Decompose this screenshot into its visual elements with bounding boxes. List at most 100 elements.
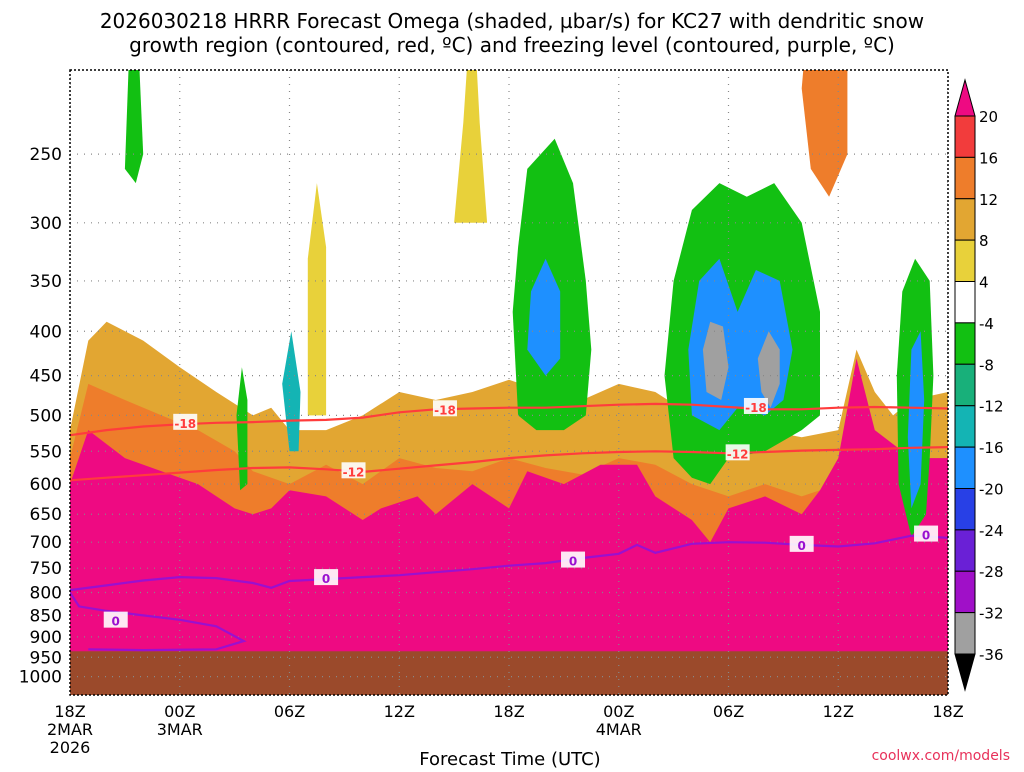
contour-label-text: 0 (569, 555, 577, 569)
x-tick-label: 06Z (713, 702, 744, 721)
omega-region-5 (307, 183, 327, 416)
colorbar-label: 20 (979, 108, 998, 126)
colorbar-bin-5 (954, 281, 976, 324)
contour-label-text: 0 (112, 615, 120, 629)
contour-label-4: -12 (725, 444, 750, 461)
chart-title-line2: growth region (contoured, red, ºC) and f… (129, 33, 895, 57)
y-tick-label: 300 (30, 214, 62, 234)
contour-label-2: -18 (743, 397, 768, 415)
colorbar-label: -36 (979, 646, 1004, 664)
plot-body: -18 -18 -18 -12 -12 0 0 0 0 0 (70, 70, 948, 695)
ground (70, 651, 948, 695)
colorbar-label: -8 (979, 356, 994, 374)
omega-region-2 (70, 358, 948, 654)
contour-label-text: 0 (322, 572, 330, 586)
x-tick-sublabel: 2MAR (47, 720, 93, 739)
colorbar: 20 16 12 8 4 -4 -8 -12 -16 -20 -24 -28 -32 -36 (954, 78, 1004, 692)
y-tick-label: 550 (30, 442, 62, 462)
colorbar-label: 4 (979, 274, 989, 292)
contour-label-bg (914, 525, 939, 542)
contour-label-text: -18 (174, 417, 196, 431)
contour-label-text: -12 (343, 465, 365, 479)
watermark: coolwx.com/models (872, 748, 1010, 764)
contour-label-text: 0 (797, 539, 805, 553)
x-tick-label: 00Z (164, 702, 195, 721)
y-tick-label: 400 (30, 322, 62, 342)
y-tick-label: 250 (30, 145, 62, 165)
y-axis: 2503003504004505005506006507007508008509… (19, 145, 62, 688)
colorbar-bin-13 (954, 612, 976, 655)
y-tick-label: 600 (30, 475, 62, 495)
x-tick-06Z: 06Z (274, 702, 305, 721)
colorbar-label: -12 (979, 398, 1004, 416)
x-tick-label: 18Z (54, 702, 85, 721)
y-tick-label: 700 (30, 533, 62, 553)
colorbar-bin-2 (954, 156, 976, 200)
x-axis-label: Forecast Time (UTC) (419, 749, 600, 768)
y-tick-label: 900 (30, 628, 62, 648)
x-tick-label: 18Z (932, 702, 963, 721)
omega-region-11 (757, 331, 780, 408)
colorbar-bin-6 (954, 322, 976, 365)
omega-region-15 (236, 367, 248, 491)
omega-region-4 (801, 70, 848, 197)
colorbar-label: -28 (979, 563, 1004, 581)
contour-label-0: -18 (173, 413, 198, 431)
omega-region-10 (702, 321, 729, 400)
contour-label-7: 0 (561, 551, 586, 569)
colorbar-label: -32 (979, 605, 1004, 623)
x-tick-12Z: 12Z (384, 702, 415, 721)
x-tick-label: 06Z (274, 702, 305, 721)
contour-freezing_0_low (70, 591, 247, 652)
contour-dgz_minus12 (70, 446, 948, 482)
x-tick-18Z: 18Z (932, 702, 963, 721)
contour-label-bg (725, 444, 750, 461)
contour-label-bg (432, 400, 457, 417)
omega-region-14 (124, 70, 144, 184)
x-tick-12Z: 12Z (823, 702, 854, 721)
contour-label-6: 0 (314, 569, 339, 586)
contour-label-3: -12 (341, 462, 366, 479)
contour-label-bg (314, 569, 339, 586)
y-tick-label: 350 (30, 272, 62, 292)
contour-label-text: -12 (727, 447, 749, 461)
y-tick-label: 950 (30, 648, 62, 668)
colorbar-label: -16 (979, 439, 1004, 457)
colorbar-label: 8 (979, 232, 989, 250)
colorbar-bin-9 (954, 446, 976, 489)
contour-label-bg (561, 551, 586, 568)
colorbar-label: -4 (979, 315, 994, 333)
colorbar-bin-4 (954, 239, 976, 283)
colorbar-bin-8 (954, 405, 976, 448)
contour-freezing_0 (70, 534, 948, 592)
y-tick-label: 850 (30, 606, 62, 626)
x-tick-18Z: 18Z (493, 702, 524, 721)
colorbar-label: -20 (979, 480, 1004, 498)
contour-label-bg (173, 413, 198, 430)
colorbar-bin-1 (954, 115, 976, 158)
contour-label-9: 0 (914, 525, 939, 543)
x-tick-sublabel: 4MAR (596, 720, 642, 739)
contour-label-bg (341, 462, 366, 479)
colorbar-label: 16 (979, 149, 998, 167)
x-tick-label: 18Z (493, 702, 524, 721)
colorbar-bin-12 (954, 570, 976, 614)
omega-region-13 (907, 331, 925, 509)
y-tick-label: 650 (30, 505, 62, 525)
contour-label-text: -18 (745, 401, 767, 415)
colorbar-bin-3 (954, 198, 976, 241)
x-tick-sublabel: 3MAR (157, 720, 203, 739)
y-tick-label: 1000 (19, 668, 62, 688)
colorbar-bin-14 (954, 653, 976, 692)
plot-area: -18 -18 -18 -12 -12 0 0 0 0 0 (69, 69, 949, 696)
contour-label-5: 0 (103, 611, 128, 629)
plot-frame (69, 69, 949, 696)
y-tick-label: 800 (30, 584, 62, 604)
x-tick-label: 00Z (603, 702, 634, 721)
contour-label-text: -18 (434, 403, 456, 417)
y-tick-label: 750 (30, 559, 62, 579)
